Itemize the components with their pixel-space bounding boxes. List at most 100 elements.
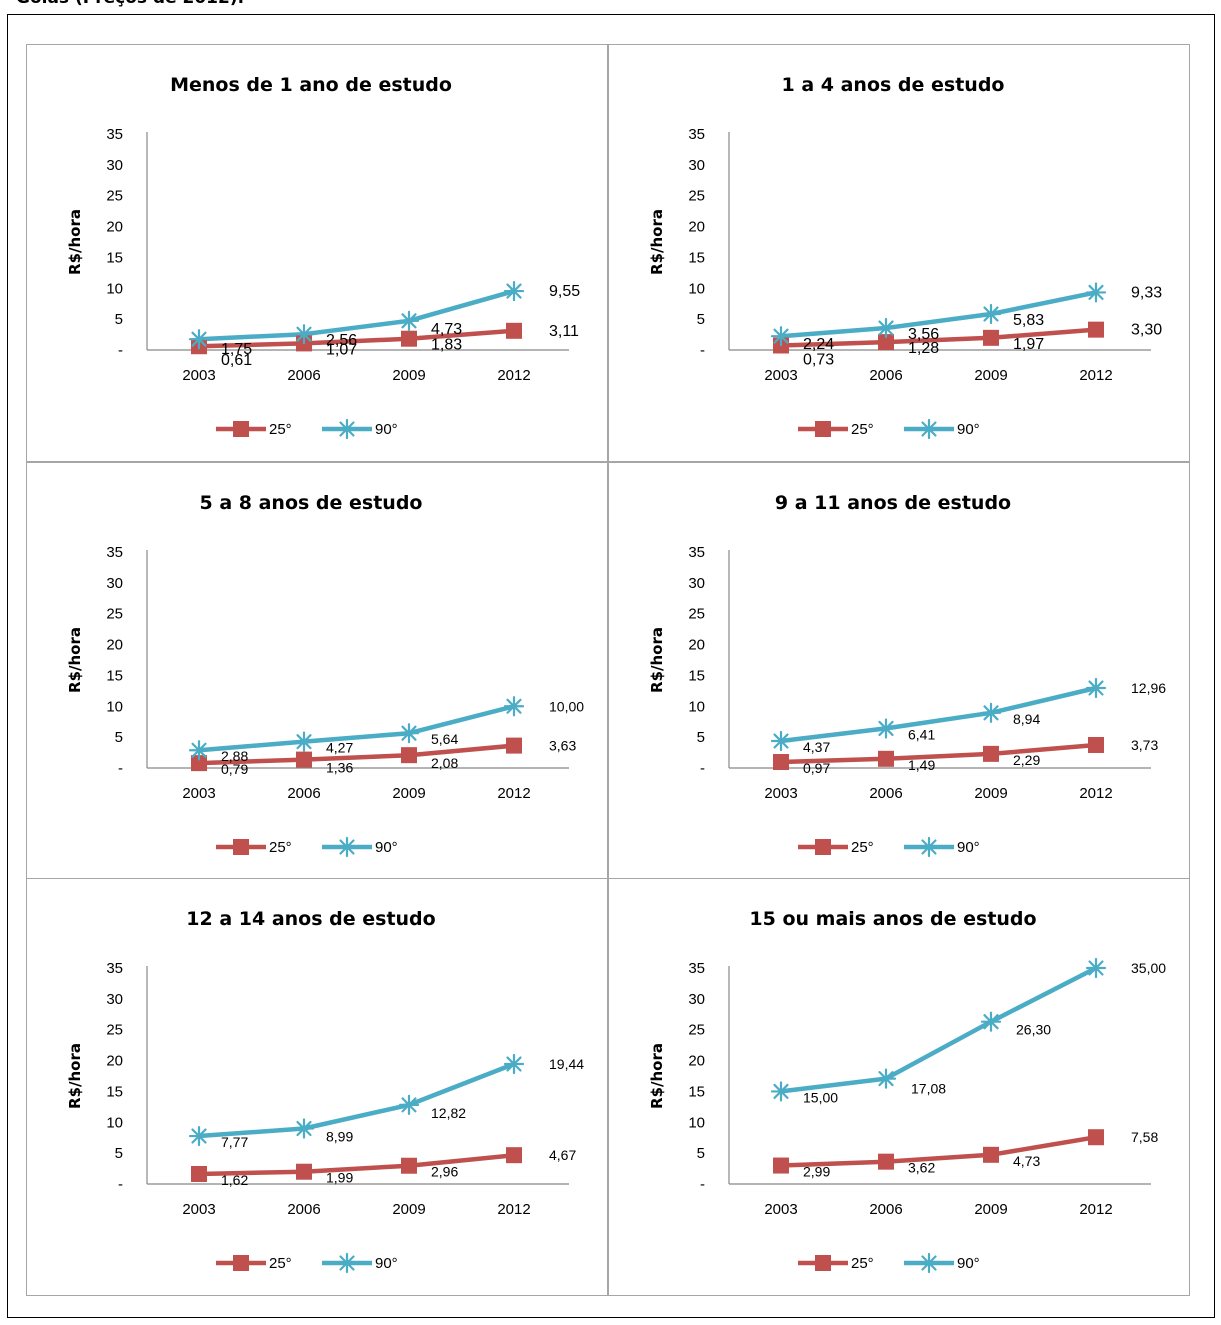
data-label-90: 19,44: [549, 1056, 584, 1072]
y-tick-label: 15: [688, 667, 705, 684]
marker-stroke: [773, 328, 789, 344]
marker-stroke: [296, 734, 312, 750]
data-point-25: [773, 1157, 789, 1174]
data-label-90: 8,94: [1013, 711, 1040, 727]
marker-stroke: [773, 1083, 789, 1100]
panel-border: [608, 44, 1190, 462]
legend-label-25: 25°: [851, 1255, 874, 1272]
y-tick-label: 10: [106, 280, 123, 297]
y-axis-label: R$/hora: [648, 627, 666, 693]
x-tick-label: 2003: [182, 367, 215, 384]
data-label-25: 1,62: [221, 1172, 248, 1188]
series-line-90: [778, 290, 1099, 339]
x-tick-label: 2009: [974, 785, 1007, 802]
marker-stroke: [1088, 284, 1104, 301]
x-tick-label: 2009: [392, 1201, 425, 1218]
x-tick-label: 2009: [392, 785, 425, 802]
series-line-90: [196, 288, 517, 342]
data-point-25: [773, 754, 789, 771]
data-label-25: 3,30: [1131, 322, 1162, 339]
data-point-90: [293, 731, 315, 752]
y-tick-label: 35: [688, 126, 705, 143]
y-tick-label: 35: [106, 126, 123, 143]
marker-stroke: [339, 1255, 355, 1271]
legend-label-25: 25°: [851, 839, 874, 856]
data-label-90: 9,33: [1131, 284, 1162, 301]
marker-stroke: [191, 1128, 207, 1144]
marker-stroke: [878, 320, 894, 336]
y-tick-label: 30: [106, 991, 123, 1008]
chart-title: 9 a 11 anos de estudo: [775, 492, 1011, 514]
data-point-25: [1088, 321, 1104, 338]
marker-stroke: [296, 1120, 312, 1137]
data-label-90: 4,73: [431, 321, 462, 338]
legend-marker-25: [815, 839, 831, 855]
y-tick-label: 25: [106, 1022, 123, 1039]
y-tick-label: -: [700, 1176, 705, 1193]
data-point-90: [980, 1011, 1002, 1032]
y-tick-label: 20: [688, 637, 705, 654]
data-point-90: [293, 324, 315, 345]
chart-panel-2: 1 a 4 anos de estudo - 5 10 15 20 25 30 35 R$/hor…: [608, 44, 1190, 462]
legend-marker-90: [918, 836, 940, 858]
data-label-90: 7,77: [221, 1134, 248, 1150]
series-line-25: [196, 328, 517, 349]
data-label-90: 4,37: [803, 739, 830, 755]
data-label-90: 26,30: [1016, 1022, 1051, 1038]
legend-marker-90: [336, 1252, 358, 1274]
marker-stroke: [191, 331, 207, 347]
panel-border: [26, 462, 608, 880]
marker-stroke: [921, 1255, 937, 1271]
y-tick-label: 25: [688, 1022, 705, 1039]
y-tick-label: 20: [106, 637, 123, 654]
data-point-25: [401, 330, 417, 347]
data-label-25: 2,08: [431, 755, 458, 771]
y-tick-label: 5: [697, 729, 705, 746]
legend: 25° 90°: [798, 1252, 980, 1274]
data-point-90: [503, 1053, 525, 1075]
legend: 25° 90°: [216, 418, 398, 440]
data-point-90: [1085, 677, 1107, 699]
data-point-25: [506, 322, 522, 339]
marker-stroke: [339, 421, 355, 437]
y-tick-label: 30: [688, 991, 705, 1008]
y-tick-label: 15: [688, 1083, 705, 1100]
data-label-90: 35,00: [1131, 960, 1166, 976]
y-tick-label: 5: [115, 729, 123, 746]
marker-stroke: [921, 421, 937, 437]
data-point-25: [1088, 1129, 1104, 1146]
x-tick-label: 2003: [764, 1201, 797, 1218]
legend: 25° 90°: [798, 836, 980, 858]
chart-title: 15 ou mais anos de estudo: [749, 908, 1036, 930]
y-tick-label: 15: [106, 667, 123, 684]
x-tick-label: 2003: [764, 367, 797, 384]
chart-title: 5 a 8 anos de estudo: [200, 492, 423, 514]
x-tick-label: 2012: [497, 1201, 530, 1218]
y-tick-label: 30: [688, 157, 705, 174]
x-tick-label: 2012: [1079, 785, 1112, 802]
marker-stroke: [296, 326, 312, 342]
series-line-90: [196, 704, 517, 753]
data-label-90: 4,27: [326, 740, 353, 756]
figure-frame: [7, 14, 1215, 1318]
y-tick-label: 25: [688, 606, 705, 623]
y-tick-label: -: [118, 1176, 123, 1193]
marker-stroke: [401, 725, 417, 741]
data-label-25: 0,73: [803, 351, 834, 368]
data-point-90: [875, 718, 897, 739]
data-point-25: [878, 750, 894, 767]
x-tick-label: 2006: [869, 367, 902, 384]
data-label-25: 0,61: [221, 352, 252, 369]
y-tick-label: 10: [688, 698, 705, 715]
y-tick-label: 15: [688, 249, 705, 266]
series-line-25: [778, 742, 1099, 765]
data-label-90: 17,08: [911, 1081, 946, 1097]
data-label-25: 0,97: [803, 760, 830, 776]
y-tick-label: 30: [106, 575, 123, 592]
data-label-90: 3,56: [908, 326, 939, 343]
data-label-25: 1,97: [1013, 336, 1044, 353]
chart-panel-5: 12 a 14 anos de estudo - 5 10 15 20 25 30 35 R$/h…: [26, 878, 608, 1296]
x-tick-label: 2009: [974, 367, 1007, 384]
x-tick-label: 2006: [287, 785, 320, 802]
y-tick-label: 20: [688, 1053, 705, 1070]
